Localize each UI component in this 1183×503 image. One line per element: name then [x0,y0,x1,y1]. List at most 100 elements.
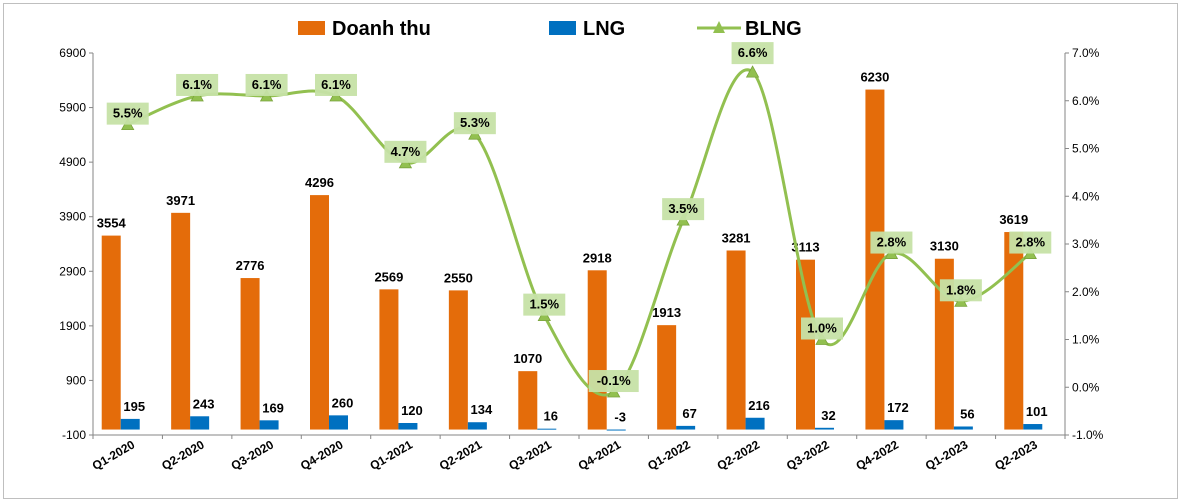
bar-doanh-thu [518,371,538,430]
bar-doanh-thu [657,325,677,430]
data-label-doanh-thu: 3554 [97,216,127,231]
data-label-lng: 32 [821,408,835,423]
bar-lng [884,420,904,430]
data-label-blng: 2.8% [877,235,907,250]
data-label-lng: 169 [262,400,284,415]
bar-doanh-thu [240,278,260,430]
left-tick-label: 6900 [59,46,86,60]
bar-doanh-thu [587,270,607,430]
data-label-blng: 1.8% [946,282,976,297]
data-label-doanh-thu: 4296 [305,175,334,190]
data-label-blng: 3.5% [668,201,698,216]
data-label-doanh-thu: 2918 [583,250,612,265]
label-bg-blng [939,279,982,302]
legend-marker-blng [713,21,725,33]
x-tick-label: Q1-2022 [645,437,693,473]
right-tick-label: -1.0% [1072,428,1104,442]
bar-doanh-thu [726,250,746,430]
left-tick-label: 1900 [59,319,86,333]
legend-swatch-lng [549,21,576,35]
data-label-lng: 134 [471,402,493,417]
left-tick-label: 900 [66,373,86,387]
left-tick-label: -100 [62,428,86,442]
left-tick-label: 3900 [59,210,86,224]
bar-lng [953,426,973,430]
left-tick-label: 4900 [59,155,86,169]
right-tick-label: 2.0% [1072,285,1100,299]
x-tick-label: Q4-2021 [576,437,624,473]
data-label-doanh-thu: 3619 [999,212,1028,227]
x-tick-label: Q1-2021 [367,437,415,473]
data-label-doanh-thu: 2569 [374,269,403,284]
bar-doanh-thu [379,289,399,430]
data-label-doanh-thu: 3113 [791,240,819,255]
right-tick-label: 5.0% [1072,142,1100,156]
data-label-lng: 56 [960,406,974,421]
data-label-blng: 6.1% [321,77,351,92]
data-label-lng: 101 [1026,404,1048,419]
bar-doanh-thu [171,212,191,430]
legend-label-lng: LNG [583,18,625,40]
x-tick-label: Q2-2020 [159,437,207,473]
label-bg-blng [662,198,705,221]
data-label-blng: 6.1% [252,77,282,92]
x-tick-label: Q2-2022 [715,437,763,473]
label-bg-blng [384,140,427,163]
x-tick-label: Q1-2023 [923,437,971,473]
bar-lng [815,427,834,430]
data-label-lng: 216 [748,398,770,413]
data-label-lng: 16 [544,409,558,424]
data-label-blng: 1.0% [807,321,837,336]
label-bg-blng [870,231,913,254]
bar-lng [606,429,626,431]
data-label-lng: 67 [682,406,696,421]
data-label-lng: 172 [887,400,909,415]
data-label-lng: -3 [614,410,626,425]
data-label-blng: 5.3% [460,115,490,130]
right-tick-label: 4.0% [1072,189,1100,203]
bar-lng [745,417,765,430]
left-tick-label: 2900 [59,264,86,278]
data-label-doanh-thu: 1913 [652,305,681,320]
data-label-blng: 5.5% [113,106,143,121]
data-label-blng: 4.7% [391,144,421,159]
data-label-blng: 2.8% [1015,235,1045,250]
left-tick-label: 5900 [59,101,86,115]
data-label-doanh-thu: 3130 [930,239,959,254]
data-label-lng: 120 [401,403,423,418]
bar-doanh-thu [934,258,954,430]
x-tick-label: Q2-2023 [992,437,1040,473]
bar-doanh-thu [310,195,329,430]
bar-doanh-thu [101,235,121,430]
marker-blng [745,65,760,78]
bar-doanh-thu [448,290,468,430]
data-label-lng: 260 [332,395,354,410]
data-label-lng: 243 [193,396,215,411]
label-bg-blng [315,73,357,96]
legend-swatch-doanh-thu [298,21,325,35]
bar-lng [398,422,418,430]
label-bg-blng [1009,231,1052,254]
data-label-doanh-thu: 3281 [722,230,751,245]
label-bg-blng [523,293,566,316]
bar-lng [329,415,348,430]
label-bg-blng [106,102,149,125]
bar-doanh-thu [1004,232,1024,430]
legend-label-blng: BLNG [745,18,802,40]
label-bg-blng [176,73,219,96]
data-label-blng: 6.1% [182,77,212,92]
label-bg-blng [245,73,288,96]
right-tick-label: 1.0% [1072,333,1100,347]
bar-lng [467,422,487,430]
bar-lng [120,418,140,430]
right-tick-label: 0.0% [1072,380,1100,394]
bar-doanh-thu [865,89,885,430]
bar-lng [190,416,210,430]
x-tick-label: Q3-2020 [229,437,277,473]
bar-lng [676,425,696,430]
right-tick-label: 7.0% [1072,46,1100,60]
data-label-blng: -0.1% [597,373,631,388]
data-label-doanh-thu: 2550 [444,270,473,285]
bar-lng [537,428,557,430]
